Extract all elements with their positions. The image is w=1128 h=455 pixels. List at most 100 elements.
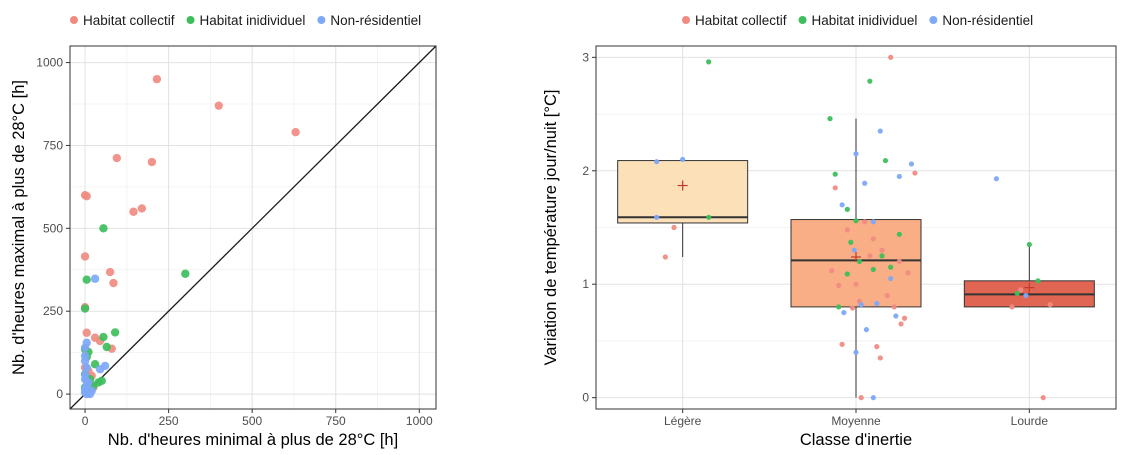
data-point-habitat-collectif [1009,304,1015,310]
data-point-habitat-inidividuel [82,275,91,284]
data-point-habitat-collectif [874,344,880,350]
data-point-habitat-collectif [82,191,91,201]
data-point-habitat-collectif [80,252,90,261]
plot-border [69,45,437,410]
x-tick-label: Légère [664,414,702,428]
data-point-habitat-inidividuel [99,332,108,342]
data-point-non-residentiel [863,326,870,333]
data-point-habitat-inidividuel [896,231,902,237]
data-point-habitat-inidividuel [832,171,838,177]
legend-right-label-non-residentiel: Non-résidentiel [942,13,1033,28]
legend-right-key-non-residentiel [929,16,938,24]
data-point-non-residentiel [888,275,894,282]
legend-left-key-habitat-inidividuel [186,16,195,24]
y-axis-title: Nb. d'heures maximal à plus de 28°C [h] [10,80,28,375]
data-point-habitat-inidividuel [1014,290,1020,296]
data-point-non-residentiel [851,247,857,253]
data-point-non-residentiel [90,274,100,283]
data-point-habitat-inidividuel [836,304,842,310]
data-point-habitat-inidividuel [80,304,90,313]
data-point-habitat-collectif [853,281,859,287]
data-point-habitat-collectif [1047,302,1053,308]
data-point-habitat-inidividuel [1035,278,1041,284]
data-point-non-residentiel [82,363,91,372]
x-tick-label: 0 [82,414,89,428]
data-point-habitat-collectif [877,355,883,361]
data-point-non-residentiel [893,313,899,319]
data-point-habitat-collectif [870,236,876,242]
data-point-habitat-inidividuel [97,376,106,386]
data-point-habitat-collectif [898,321,904,327]
data-point-habitat-inidividuel [706,214,712,220]
data-point-non-residentiel [82,389,91,399]
data-point-habitat-collectif [82,328,91,337]
data-point-habitat-collectif [137,204,147,213]
legend-left-key-non-residentiel [317,16,326,24]
data-point-habitat-inidividuel [102,342,111,352]
data-point-habitat-collectif [896,258,902,265]
data-point-habitat-collectif [888,54,894,60]
data-point-habitat-collectif [671,224,677,231]
box-moyenne [790,219,922,308]
data-point-habitat-collectif [891,304,897,310]
data-point-non-residentiel [654,214,660,220]
y-tick-label: 0 [56,387,63,401]
data-point-habitat-collectif [129,207,138,216]
data-point-non-residentiel [874,300,880,307]
y-tick-label: 500 [43,221,63,235]
y-axis-title: Variation de température jour/nuit [°C] [542,90,560,366]
data-point-non-residentiel [853,151,859,157]
data-point-habitat-collectif [291,127,300,137]
data-point-habitat-inidividuel [848,239,854,245]
box-legere [617,160,749,224]
data-point-habitat-collectif [1040,395,1046,401]
data-point-non-residentiel [870,219,876,225]
y-tick-label: 250 [43,304,63,318]
data-point-habitat-inidividuel [110,328,120,337]
data-point-non-residentiel [841,309,847,316]
data-point-non-residentiel [908,161,915,167]
plot-border [595,45,1117,410]
y-tick-label: 1000 [36,56,63,70]
legend-left-label-habitat-inidividuel: Habitat inidividuel [200,13,306,28]
data-point-habitat-collectif [836,282,842,288]
data-point-habitat-collectif [829,268,835,274]
data-point-habitat-collectif [905,270,911,276]
y-tick-label: 3 [582,50,589,64]
x-tick-label: Lourde [1011,414,1049,428]
data-point-non-residentiel [80,343,90,352]
data-point-habitat-collectif [662,254,668,260]
data-point-habitat-inidividuel [867,78,873,84]
y-tick-label: 1 [582,277,589,291]
data-point-non-residentiel [853,349,859,355]
data-point-non-residentiel [95,365,105,374]
scatter-plot-panel: 0 250 500 750 1000 0 250 500 750 1000 Nb. d'heures… [10,13,437,449]
data-point-non-residentiel [877,128,883,134]
data-point-habitat-inidividuel [827,116,833,122]
legend-left-key-habitat-collectif [70,16,78,24]
data-point-habitat-collectif [858,395,864,401]
data-point-habitat-inidividuel [856,258,863,265]
data-point-habitat-inidividuel [1026,241,1032,248]
data-point-habitat-inidividuel [844,271,850,277]
y-tick-label: 2 [582,164,589,178]
data-point-habitat-collectif [832,185,838,191]
data-point-habitat-inidividuel [706,59,712,65]
data-point-habitat-collectif [214,101,223,110]
data-point-habitat-collectif [147,157,157,167]
boxplot-panel: 0 1 2 3 Légère Moyenne Lourde Classe d'inertie V… [542,13,1117,449]
data-point-habitat-inidividuel [853,218,859,224]
data-point-non-residentiel [839,202,845,208]
legend-right-key-habitat-collectif [682,16,690,24]
data-point-non-residentiel [870,395,876,401]
y-tick-label: 0 [582,391,589,405]
data-point-non-residentiel [680,156,686,163]
data-point-non-residentiel [654,159,660,165]
data-point-habitat-collectif [109,278,118,288]
data-point-habitat-collectif [1018,287,1024,293]
data-point-non-residentiel [80,356,90,366]
data-point-habitat-inidividuel [99,224,108,233]
data-point-habitat-inidividuel [844,206,850,212]
data-point-habitat-collectif [901,315,908,321]
